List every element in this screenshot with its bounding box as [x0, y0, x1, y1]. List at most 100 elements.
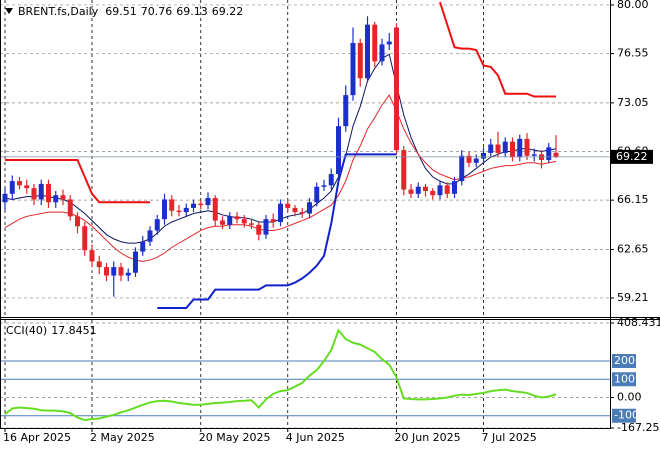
- candle-body: [104, 267, 109, 276]
- candle-body: [140, 241, 146, 252]
- candle-body: [256, 224, 262, 235]
- candle-body: [67, 199, 73, 217]
- candle-body: [241, 219, 247, 224]
- candle-body: [96, 261, 102, 268]
- candle-body: [437, 185, 443, 196]
- candle-body: [38, 183, 44, 200]
- candle-body: [17, 181, 22, 186]
- candle-body: [488, 144, 494, 153]
- candle-body: [343, 95, 349, 127]
- x-tick-label: 20 May 2025: [199, 431, 271, 444]
- candle-body: [198, 203, 204, 206]
- indicator-line: [157, 153, 397, 309]
- candle-body: [154, 219, 160, 231]
- y-tick-label: 76.55: [617, 47, 649, 60]
- candle-body: [452, 181, 457, 194]
- indicator-value: 17.8451: [51, 324, 97, 337]
- candle-body: [328, 174, 334, 186]
- x-tick-label: 2 May 2025: [90, 431, 155, 444]
- candle-body: [118, 267, 124, 276]
- indicator-label: CCI(40) 17.8451: [6, 324, 97, 337]
- candle-body: [169, 199, 175, 211]
- candle-body: [336, 126, 341, 175]
- candle-body: [82, 226, 88, 251]
- candle-body: [379, 44, 385, 62]
- candle-body: [24, 185, 30, 189]
- close-value: 69.22: [212, 5, 244, 18]
- candle-body: [183, 207, 189, 213]
- candle-body: [227, 216, 233, 225]
- candle-body: [321, 185, 327, 187]
- candle-body: [60, 195, 66, 200]
- candle-body: [314, 186, 320, 203]
- candle-body: [278, 203, 283, 222]
- candle-body: [531, 154, 537, 156]
- price-label-box: [611, 149, 653, 164]
- y-tick-label: 80.00: [617, 0, 649, 11]
- candle-body: [89, 250, 95, 262]
- candle-body: [31, 188, 37, 200]
- y-tick-label: 73.05: [617, 96, 649, 109]
- candle-body: [285, 203, 291, 208]
- high-value: 70.76: [141, 5, 173, 18]
- candle-body: [510, 141, 515, 158]
- candle-body: [473, 158, 479, 163]
- candle-body: [415, 186, 421, 194]
- menu-arrow[interactable]: [5, 8, 13, 14]
- candle-body: [292, 207, 298, 213]
- level-label-box: [612, 354, 636, 369]
- y-tick-label: 59.21: [617, 291, 649, 304]
- candle-body: [481, 152, 486, 159]
- candle-body: [147, 230, 153, 242]
- candle-body: [444, 185, 450, 194]
- candle-body: [205, 198, 211, 206]
- level-label-box: [612, 372, 636, 387]
- candle-body: [459, 155, 465, 182]
- candle-body: [191, 203, 196, 208]
- header: BRENT.fs,Daily 69.51 70.76 69.13 69.22: [18, 5, 243, 18]
- y-tick-label: 66.15: [617, 193, 649, 206]
- level-label-box: [612, 408, 636, 423]
- candle-body: [372, 24, 378, 62]
- indicator-line: [5, 1, 556, 204]
- low-value: 69.13: [176, 5, 208, 18]
- candle-body: [133, 251, 138, 273]
- y-tick-label: 62.65: [617, 242, 649, 255]
- cci-line: [4, 328, 557, 422]
- candle-body: [408, 189, 414, 194]
- candle-body: [176, 210, 182, 213]
- candle-body: [466, 155, 472, 163]
- candle-body: [212, 198, 218, 221]
- symbol: BRENT.fs,Daily: [18, 5, 99, 18]
- candle-body: [162, 199, 167, 220]
- indicator-title: CCI(40): [6, 324, 47, 337]
- candle-body: [517, 138, 523, 158]
- level-label: 200: [614, 354, 635, 367]
- candle-body: [46, 183, 51, 203]
- x-tick-label: 16 Apr 2025: [3, 431, 71, 444]
- candle-body: [299, 212, 305, 214]
- candle-body: [350, 42, 356, 96]
- candle-body: [270, 219, 276, 222]
- candle-body: [365, 24, 370, 79]
- candle-body: [386, 41, 392, 45]
- candle-body: [423, 186, 428, 191]
- y-tick-label: -167.252: [617, 421, 660, 434]
- candle-body: [220, 220, 225, 225]
- level-label: 100: [614, 372, 635, 385]
- price-label: 69.22: [616, 150, 648, 163]
- candle-body: [9, 181, 15, 194]
- candle-body: [75, 216, 80, 227]
- candle-body: [430, 190, 436, 196]
- candle-body: [553, 152, 559, 157]
- candle-body: [502, 141, 508, 153]
- candle-body: [234, 216, 240, 220]
- candle-body: [546, 147, 552, 160]
- candle-body: [394, 27, 399, 151]
- x-tick-label: 20 Jun 2025: [395, 431, 461, 444]
- candle-body: [495, 144, 501, 153]
- candle-body: [249, 223, 254, 225]
- open-value: 69.51: [105, 5, 137, 18]
- candle-body: [53, 195, 59, 203]
